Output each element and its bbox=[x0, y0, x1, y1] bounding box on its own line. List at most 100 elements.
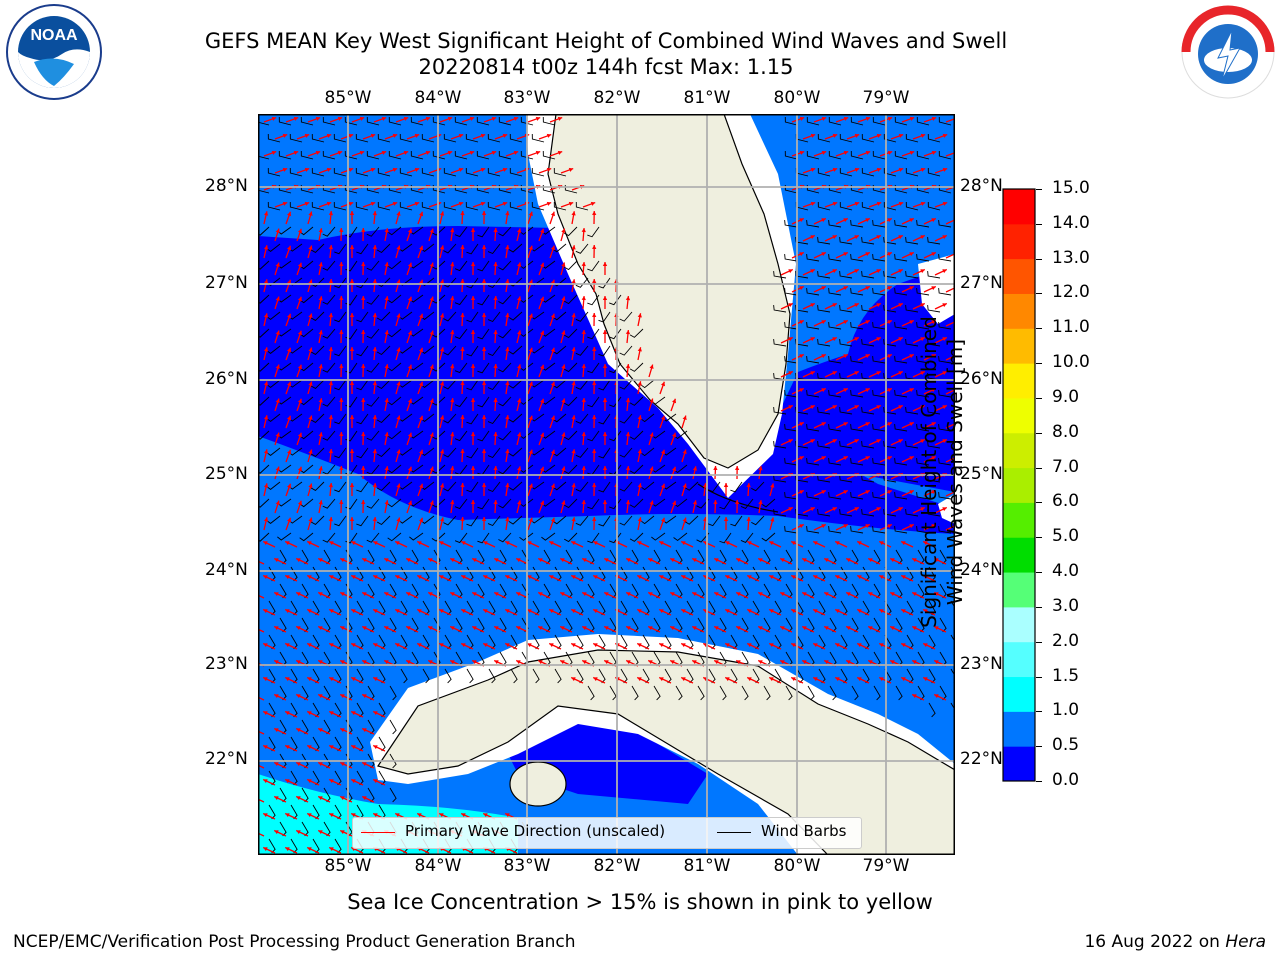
wind-barb bbox=[477, 430, 490, 442]
wave-arrow-head bbox=[263, 677, 268, 682]
wind-barb bbox=[258, 155, 270, 160]
wave-arrow-head bbox=[942, 439, 947, 444]
wind-barb bbox=[817, 202, 831, 211]
wave-arrow-head bbox=[898, 405, 903, 410]
wave-arrow-head bbox=[931, 524, 936, 529]
wave-arrow-head bbox=[602, 500, 608, 504]
wave-arrow-head bbox=[887, 252, 892, 257]
wave-arrow-head bbox=[898, 201, 904, 206]
wind-barb bbox=[366, 226, 380, 237]
wind-barb bbox=[773, 509, 787, 517]
wave-arrow-head bbox=[329, 745, 334, 750]
wind-barb bbox=[850, 390, 864, 398]
wave-arrow-head bbox=[450, 228, 455, 233]
lat-label-right: 27°N bbox=[960, 273, 1003, 293]
wave-arrow-head bbox=[263, 415, 269, 420]
wave-arrow-head bbox=[854, 337, 859, 342]
wind-barb bbox=[465, 134, 479, 143]
wave-arrow-head bbox=[535, 150, 541, 155]
wind-barb bbox=[487, 481, 501, 493]
wave-arrow-head bbox=[472, 592, 477, 597]
wind-barb bbox=[487, 515, 501, 527]
wave-arrow-head bbox=[843, 524, 848, 529]
lon-label-top: 81°W bbox=[683, 88, 731, 108]
wave-arrow-head bbox=[758, 558, 763, 563]
wave-arrow-head bbox=[942, 201, 948, 206]
wave-arrow-head bbox=[362, 592, 367, 597]
wind-barb bbox=[377, 134, 391, 143]
wind-barb bbox=[861, 407, 875, 415]
wave-arrow-head bbox=[692, 558, 697, 563]
colorbar-tick-label: 15.0 bbox=[1052, 178, 1090, 198]
wave-arrow-head bbox=[865, 490, 870, 495]
wave-arrow-head bbox=[625, 500, 631, 505]
wave-arrow-head bbox=[879, 575, 884, 580]
wind-barb bbox=[466, 413, 479, 425]
wind-barb bbox=[861, 475, 875, 483]
wave-arrow-head bbox=[297, 500, 303, 506]
wave-arrow-head bbox=[450, 558, 455, 563]
lon-label-top: 82°W bbox=[593, 88, 641, 108]
wave-arrow-head bbox=[307, 677, 312, 682]
lat-label-right: 26°N bbox=[960, 369, 1003, 389]
wave-arrow-head bbox=[384, 660, 389, 665]
wind-barb bbox=[751, 515, 765, 526]
wave-arrow-head bbox=[395, 575, 400, 580]
wind-barb bbox=[927, 202, 941, 211]
wave-arrow-head bbox=[672, 466, 677, 472]
wind-barb bbox=[278, 117, 292, 126]
wind-barb bbox=[629, 430, 644, 440]
wind-barb bbox=[598, 481, 611, 493]
graticule bbox=[258, 114, 955, 855]
wave-arrow-head bbox=[308, 449, 313, 454]
wind-barb bbox=[828, 458, 842, 466]
noaa-logo: NOAA bbox=[6, 4, 102, 100]
wave-arrow-head bbox=[746, 483, 751, 488]
wave-arrow-head bbox=[287, 381, 292, 387]
wave-arrow-head bbox=[361, 466, 366, 471]
wave-arrow-head bbox=[414, 201, 420, 206]
wave-arrow-head bbox=[263, 347, 269, 352]
wave-arrow-head bbox=[672, 398, 677, 404]
wave-arrow-head bbox=[516, 660, 521, 665]
wind-barb bbox=[575, 243, 589, 254]
wave-arrow-head bbox=[868, 592, 873, 597]
wave-arrow-head bbox=[832, 405, 837, 410]
wave-arrow-head bbox=[540, 398, 545, 404]
wind-barb bbox=[409, 532, 424, 541]
wave-arrow-head bbox=[439, 381, 445, 386]
chart-title: GEFS MEAN Key West Significant Height of… bbox=[204, 29, 1008, 53]
wave-arrow-head bbox=[550, 415, 555, 421]
wave-arrow-head bbox=[538, 626, 543, 631]
wave-arrow-head bbox=[263, 245, 269, 250]
wave-arrow-head bbox=[857, 609, 862, 614]
wave-arrow-head bbox=[625, 432, 631, 437]
wave-arrow-head bbox=[770, 517, 775, 522]
wind-barb bbox=[916, 458, 930, 466]
colorbar-tick-mark bbox=[1036, 711, 1042, 713]
wave-arrow-head bbox=[275, 262, 280, 268]
wind-barb bbox=[916, 424, 930, 432]
wave-arrow-head bbox=[769, 575, 774, 580]
wave-arrow-head bbox=[692, 626, 697, 631]
wave-arrow-head bbox=[493, 364, 498, 369]
wave-arrow-head bbox=[505, 517, 510, 522]
wave-arrow-head bbox=[308, 347, 313, 352]
wave-arrow-head bbox=[788, 269, 793, 274]
wave-arrow-head bbox=[481, 483, 487, 487]
wind-barb bbox=[564, 328, 578, 339]
wave-arrow-head bbox=[439, 609, 444, 614]
wave-arrow-head bbox=[361, 398, 366, 403]
colorbar-tick-label: 14.0 bbox=[1052, 212, 1090, 233]
wave-arrow-head bbox=[263, 279, 269, 284]
wave-arrow-head bbox=[450, 296, 455, 301]
wave-arrow-head bbox=[538, 592, 543, 597]
wind-barb bbox=[861, 271, 875, 279]
wave-arrow-head bbox=[920, 507, 925, 512]
wind-barb bbox=[421, 202, 435, 211]
wind-barb bbox=[377, 168, 391, 177]
wave-arrow-head bbox=[912, 558, 917, 563]
wave-arrow-head bbox=[736, 660, 741, 665]
wind-barb bbox=[894, 151, 908, 160]
wind-barb bbox=[399, 134, 413, 143]
